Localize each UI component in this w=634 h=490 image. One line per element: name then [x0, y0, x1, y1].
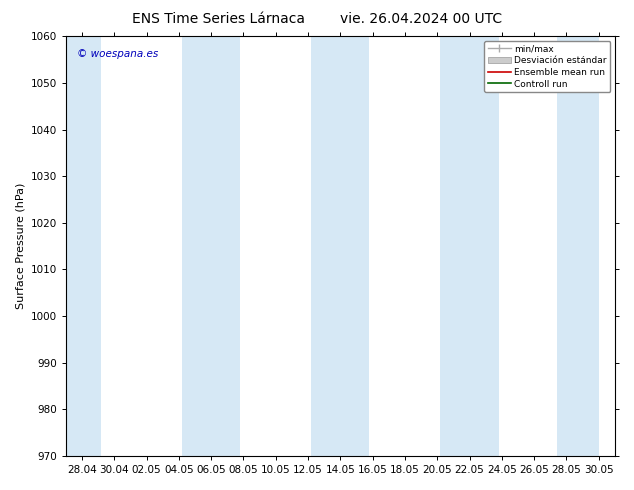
Bar	[66, 36, 101, 456]
Text: ENS Time Series Lárnaca        vie. 26.04.2024 00 UTC: ENS Time Series Lárnaca vie. 26.04.2024 …	[132, 12, 502, 26]
Text: © woespana.es: © woespana.es	[77, 49, 158, 59]
Bar	[441, 36, 498, 456]
Bar	[182, 36, 240, 456]
Legend: min/max, Desviación estándar, Ensemble mean run, Controll run: min/max, Desviación estándar, Ensemble m…	[484, 41, 611, 92]
Bar	[311, 36, 370, 456]
Bar	[557, 36, 598, 456]
Y-axis label: Surface Pressure (hPa): Surface Pressure (hPa)	[15, 183, 25, 309]
